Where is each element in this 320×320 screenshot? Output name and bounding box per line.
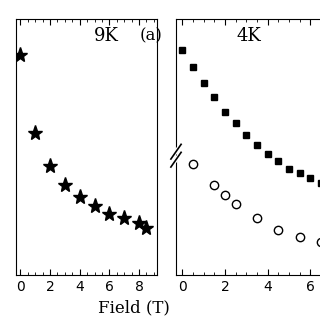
Text: 4K: 4K (237, 27, 261, 45)
Text: (a): (a) (140, 27, 163, 44)
Text: 9K: 9K (93, 27, 118, 45)
Text: Field (T): Field (T) (99, 300, 170, 317)
